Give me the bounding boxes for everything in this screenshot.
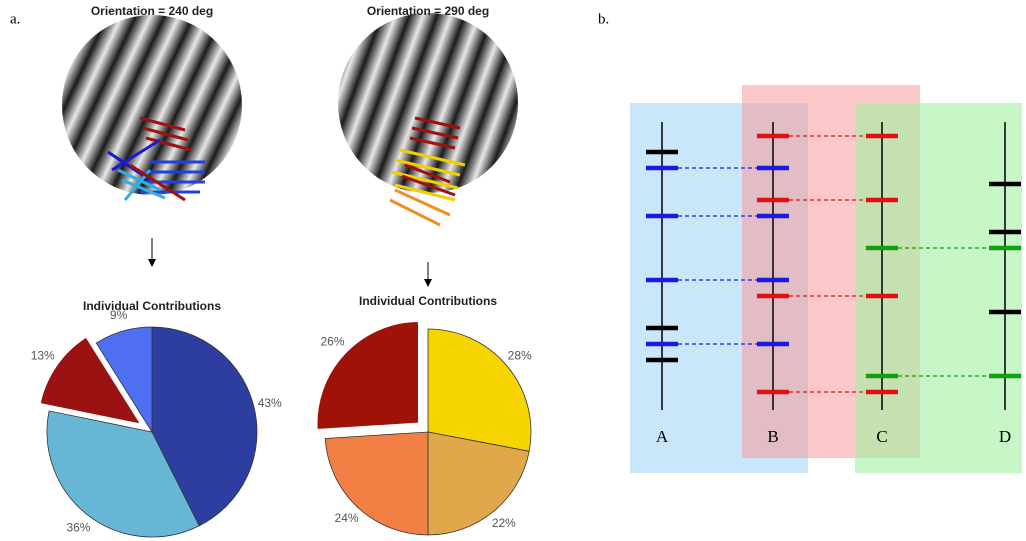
arrow-head: [424, 279, 432, 287]
diagram: A B C D: [630, 85, 1022, 473]
pie-slice: [315, 319, 421, 432]
pie-slice: [95, 326, 153, 434]
chart-heading: Orientation = 290 deg: [367, 4, 489, 18]
value-label: 36%: [66, 520, 90, 534]
value-label: 26%: [320, 334, 344, 348]
grating-stimulus: [62, 15, 242, 202]
column-label: D: [999, 427, 1011, 446]
pie-slice: [151, 326, 258, 527]
pie-slice: [427, 328, 532, 452]
column-label: C: [876, 427, 887, 446]
pie-slice: [324, 431, 429, 536]
value-label: 13%: [31, 348, 55, 362]
panel-label: a.: [10, 11, 20, 27]
column-label: B: [767, 427, 778, 446]
chart-title: Individual Contributions: [359, 294, 497, 308]
chart-heading: Orientation = 240 deg: [91, 4, 213, 18]
value-label: 24%: [335, 511, 359, 525]
panel-label: b.: [598, 11, 609, 27]
value-label: 9%: [110, 308, 128, 322]
chart-title: Individual Contributions: [83, 299, 221, 313]
pie-slice: [37, 334, 145, 427]
value-label: 22%: [492, 516, 516, 530]
grating-stimulus: [338, 13, 518, 227]
value-label: 43%: [258, 396, 282, 410]
pie-slice: [427, 431, 530, 536]
arrow-head: [148, 259, 156, 267]
pie-slice: [46, 410, 200, 538]
value-label: 28%: [508, 348, 532, 362]
group-region: [855, 103, 1022, 473]
column-label: A: [656, 427, 669, 446]
